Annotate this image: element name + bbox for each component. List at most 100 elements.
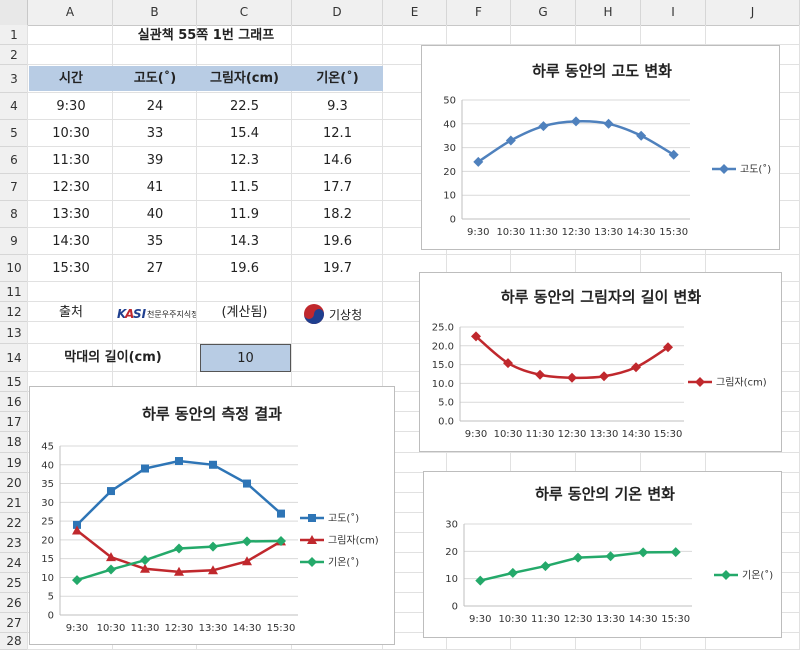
row-header-9[interactable]: 9 — [0, 228, 28, 255]
data-point — [175, 457, 183, 466]
table-cell[interactable]: 19.6 — [230, 261, 259, 276]
column-header-g[interactable]: G — [511, 0, 576, 25]
data-point — [174, 566, 184, 576]
table-cell[interactable]: 11.5 — [230, 180, 259, 195]
row-header-25[interactable]: 25 — [0, 573, 28, 593]
column-header-b[interactable]: B — [113, 0, 197, 25]
row-header-15[interactable]: 15 — [0, 372, 28, 392]
row-header-11[interactable]: 11 — [0, 282, 28, 302]
table-cell[interactable]: 9.3 — [327, 99, 348, 114]
row-header-17[interactable]: 17 — [0, 412, 28, 432]
legend-label: 그림자(cm) — [716, 377, 767, 389]
stick-length-value[interactable]: 10 — [200, 344, 291, 372]
source-label[interactable]: 출처 — [59, 305, 83, 320]
table-cell[interactable]: 27 — [146, 261, 164, 276]
column-header-h[interactable]: H — [576, 0, 641, 25]
table-cell[interactable]: 39 — [146, 153, 164, 168]
table-cell[interactable]: 24 — [146, 99, 164, 114]
gridline-horizontal — [28, 592, 800, 593]
column-header-j[interactable]: J — [706, 0, 800, 25]
select-all-corner[interactable] — [0, 0, 28, 25]
table-cell[interactable]: 40 — [146, 207, 164, 222]
data-point — [538, 121, 549, 132]
row-header-2[interactable]: 2 — [0, 45, 28, 65]
row-header-27[interactable]: 27 — [0, 613, 28, 633]
row-header-22[interactable]: 22 — [0, 513, 28, 533]
table-cell[interactable]: 18.2 — [323, 207, 352, 222]
table-cell[interactable]: 12.1 — [323, 126, 352, 141]
chart-temperature[interactable]: 하루 동안의 기온 변화 0 10 20 30 9:30 10:30 11:30 12:30 13… — [423, 471, 782, 638]
row-header-24[interactable]: 24 — [0, 553, 28, 573]
row-header-8[interactable]: 8 — [0, 201, 28, 228]
y-tick-label: 20 — [445, 547, 458, 558]
column-header-a[interactable]: A — [28, 0, 113, 25]
row-header-28[interactable]: 28 — [0, 633, 28, 650]
row-header-6[interactable]: 6 — [0, 147, 28, 174]
y-tick-label: 25.0 — [432, 323, 454, 334]
row-header-10[interactable]: 10 — [0, 255, 28, 282]
row-header-19[interactable]: 19 — [0, 453, 28, 473]
table-cell[interactable]: 19.6 — [323, 234, 352, 249]
data-point — [243, 479, 251, 488]
table-cell[interactable]: 10:30 — [52, 126, 90, 141]
table-cell[interactable]: 19.7 — [323, 261, 352, 276]
row-header-14[interactable]: 14 — [0, 344, 28, 372]
column-header-i[interactable]: I — [641, 0, 706, 25]
chart-altitude[interactable]: 하루 동안의 고도 변화 0 10 20 30 40 50 9:30 10:30 11:30 12:… — [421, 45, 780, 250]
row-header-1[interactable]: 1 — [0, 25, 28, 45]
x-tick-label: 14:30 — [233, 623, 262, 634]
column-header-e[interactable]: E — [383, 0, 447, 25]
gridline-horizontal — [28, 452, 800, 453]
gridline-horizontal — [28, 281, 800, 282]
table-cell[interactable]: 22.5 — [230, 99, 259, 114]
table-cell[interactable]: 17.7 — [323, 180, 352, 195]
header-temperature[interactable]: 기온(˚) — [292, 66, 383, 91]
column-header-d[interactable]: D — [292, 0, 383, 25]
legend-marker — [719, 164, 729, 174]
table-cell[interactable]: 12:30 — [52, 180, 90, 195]
legend-label: 기온(˚) — [328, 557, 359, 569]
table-cell[interactable]: 41 — [146, 180, 164, 195]
gridline-horizontal — [28, 227, 800, 228]
header-time[interactable]: 시간 — [29, 66, 113, 91]
row-header-20[interactable]: 20 — [0, 473, 28, 493]
data-point — [242, 536, 252, 547]
table-cell[interactable]: 33 — [146, 126, 164, 141]
row-header-7[interactable]: 7 — [0, 174, 28, 201]
table-cell[interactable]: 14:30 — [52, 234, 90, 249]
table-cell[interactable]: 11:30 — [52, 153, 90, 168]
row-header-13[interactable]: 13 — [0, 322, 28, 344]
table-cell[interactable]: 15.4 — [230, 126, 259, 141]
chart-shadow[interactable]: 하루 동안의 그림자의 길이 변화 0.0 5.0 10.0 15.0 20.0 25.0 9… — [419, 272, 782, 452]
table-cell[interactable]: 15:30 — [52, 261, 90, 276]
table-cell[interactable]: 12.3 — [230, 153, 259, 168]
header-altitude[interactable]: 고도(˚) — [113, 66, 197, 91]
data-point — [473, 156, 484, 167]
stick-length-label[interactable]: 막대의 길이(cm) — [64, 350, 162, 365]
calc-note[interactable]: (계산됨) — [221, 305, 268, 320]
table-cell[interactable]: 13:30 — [52, 207, 90, 222]
chart-combined[interactable]: 하루 동안의 측정 결과 0 5 10 15 20 25 30 35 40 45 9:30 10:30 1… — [29, 386, 395, 645]
data-point — [663, 342, 673, 353]
table-cell[interactable]: 35 — [146, 234, 164, 249]
table-cell[interactable]: 9:30 — [56, 99, 86, 114]
row-header-18[interactable]: 18 — [0, 432, 28, 453]
row-header-23[interactable]: 23 — [0, 533, 28, 553]
row-header-16[interactable]: 16 — [0, 392, 28, 412]
column-header-f[interactable]: F — [447, 0, 511, 25]
table-cell[interactable]: 14.3 — [230, 234, 259, 249]
row-header-5[interactable]: 5 — [0, 120, 28, 147]
sheet-title[interactable]: 실관책 55쪽 1번 그래프 — [137, 28, 275, 43]
row-header-4[interactable]: 4 — [0, 93, 28, 120]
series-line — [475, 335, 669, 380]
table-cell[interactable]: 11.9 — [230, 207, 259, 222]
row-header-12[interactable]: 12 — [0, 302, 28, 322]
column-header-c[interactable]: C — [197, 0, 292, 25]
y-tick-label: 10.0 — [432, 379, 454, 390]
table-cell[interactable]: 14.6 — [323, 153, 352, 168]
header-shadow[interactable]: 그림자(cm) — [197, 66, 292, 91]
row-header-26[interactable]: 26 — [0, 593, 28, 613]
row-header-3[interactable]: 3 — [0, 65, 28, 93]
row-header-21[interactable]: 21 — [0, 493, 28, 513]
